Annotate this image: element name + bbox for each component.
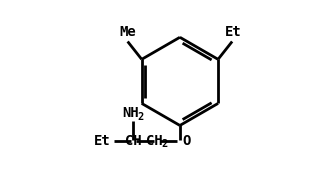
Text: 2: 2 [161, 139, 168, 149]
Text: 2: 2 [138, 112, 144, 122]
Text: NH: NH [123, 106, 140, 120]
Text: Et: Et [94, 134, 111, 148]
Text: O: O [183, 134, 191, 148]
Text: CH: CH [146, 134, 163, 148]
Text: Me: Me [119, 25, 136, 39]
Text: Et: Et [225, 25, 241, 39]
Text: CH: CH [125, 134, 142, 148]
